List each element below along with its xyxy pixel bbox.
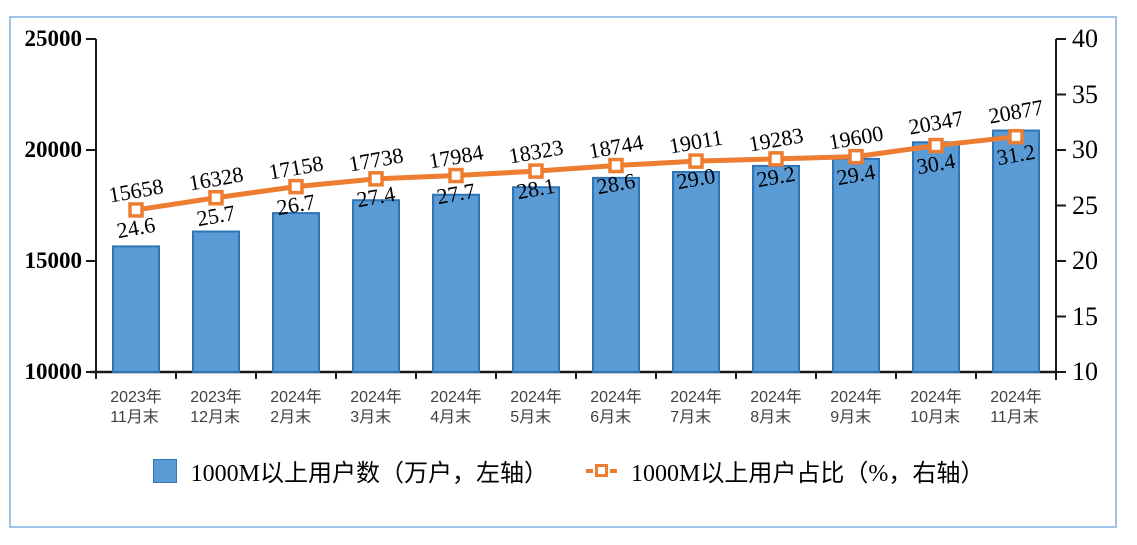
bar (112, 245, 160, 373)
x-axis-category-label: 2023年 11月末 (110, 388, 162, 428)
x-axis-category-line: 2月末 (270, 409, 312, 426)
x-axis-category-label: 2024年 11月末 (990, 388, 1042, 428)
x-axis-category-label: 2023年 12月末 (190, 388, 242, 428)
bar-series-swatch-icon (152, 458, 177, 483)
right-axis-tick-label: 15 (1072, 301, 1098, 331)
legend: 1000M以上用户数（万户，左轴） 1000M以上用户占比（%，右轴） (0, 453, 1137, 488)
bar (912, 141, 960, 373)
legend-label-line: 1000M以上用户占比（%，右轴） (631, 461, 985, 487)
x-axis-category-line: 2024年 (510, 389, 562, 406)
line-series-swatch-icon (586, 464, 617, 477)
x-axis-category-line: 11月末 (990, 409, 1039, 426)
line-marker-point (208, 189, 224, 206)
x-axis-category-line: 11月末 (110, 409, 159, 426)
x-axis-category-label: 2024年 3月末 (350, 388, 402, 428)
line-marker-point (928, 137, 944, 154)
line-marker-icon (595, 464, 608, 477)
bar (672, 170, 720, 373)
x-axis-category-line: 9月末 (830, 409, 872, 426)
x-axis-category-label: 2024年 4月末 (430, 388, 482, 428)
x-axis-category-label: 2024年 5月末 (510, 388, 562, 428)
bar (992, 129, 1040, 373)
line-marker-point (1008, 128, 1024, 145)
x-axis-category-line: 3月末 (350, 409, 392, 426)
x-axis-category-line: 2024年 (430, 389, 482, 406)
right-axis-tick-label: 30 (1072, 135, 1098, 164)
bar (432, 193, 480, 373)
line-marker-point (768, 151, 784, 167)
x-axis-category-line: 2024年 (750, 389, 802, 406)
x-axis-category-line: 4月末 (430, 409, 472, 426)
bar (592, 176, 640, 373)
x-axis-category-line: 2024年 (670, 389, 722, 406)
line-marker-point (448, 167, 464, 184)
line-series (135, 134, 1017, 213)
x-axis-category-label: 2024年 10月末 (910, 388, 962, 428)
right-axis-tick-label: 10 (1072, 357, 1098, 386)
x-axis-category-line: 2023年 (110, 389, 162, 406)
x-axis-category-line: 2024年 (350, 389, 402, 406)
legend-label-bars: 1000M以上用户数（万户，左轴） (190, 461, 548, 487)
right-axis-tick-label: 40 (1072, 24, 1098, 53)
left-axis-tick-label: 25000 (24, 26, 83, 51)
bar (512, 186, 560, 373)
x-axis-category-line: 2024年 (830, 389, 882, 406)
line-marker-point (848, 148, 864, 165)
legend-item-bars: 1000M以上用户数（万户，左轴） (152, 453, 548, 488)
left-axis-tick-label: 15000 (24, 248, 83, 273)
x-axis-category-line: 2024年 (990, 389, 1042, 406)
x-axis-category-line: 8月末 (750, 409, 792, 426)
line-marker-point (688, 153, 704, 169)
left-axis-tick-label: 20000 (24, 137, 83, 162)
bar (352, 199, 400, 373)
line-dash-icon (610, 468, 617, 473)
bar (272, 212, 320, 373)
x-axis-category-line: 5月末 (510, 409, 552, 426)
legend-item-line: 1000M以上用户占比（%，右轴） (586, 453, 984, 488)
x-axis-category-line: 7月末 (670, 409, 712, 426)
x-axis-category-line: 2024年 (910, 389, 962, 406)
x-axis-category-label: 2024年 9月末 (830, 388, 882, 428)
x-axis-category-label: 2024年 7月末 (670, 388, 722, 428)
x-axis-category-line: 2024年 (270, 389, 322, 406)
x-axis-category-line: 6月末 (590, 409, 632, 426)
x-axis-category-label: 2024年 6月末 (590, 388, 642, 428)
line-marker-point (128, 202, 144, 218)
line-marker-point (608, 157, 624, 174)
bar (832, 157, 880, 373)
right-axis-tick-label: 20 (1072, 246, 1098, 275)
x-axis-category-line: 10月末 (910, 409, 961, 426)
x-axis-category-label: 2024年 2月末 (270, 388, 322, 428)
left-axis-tick-label: 10000 (24, 359, 83, 384)
line-marker-point (368, 171, 384, 187)
x-axis-category-line: 2023年 (190, 389, 242, 406)
line-marker-point (288, 178, 304, 195)
bar (192, 230, 240, 373)
right-axis-tick-label: 25 (1072, 190, 1098, 220)
x-axis-category-label: 2024年 8月末 (750, 388, 802, 428)
line-dash-icon (586, 468, 593, 473)
x-axis-category-line: 12月末 (190, 409, 241, 426)
bar (752, 164, 800, 373)
right-axis-tick-label: 35 (1072, 79, 1098, 109)
line-marker-point (528, 163, 544, 179)
x-axis-category-line: 2024年 (590, 389, 642, 406)
